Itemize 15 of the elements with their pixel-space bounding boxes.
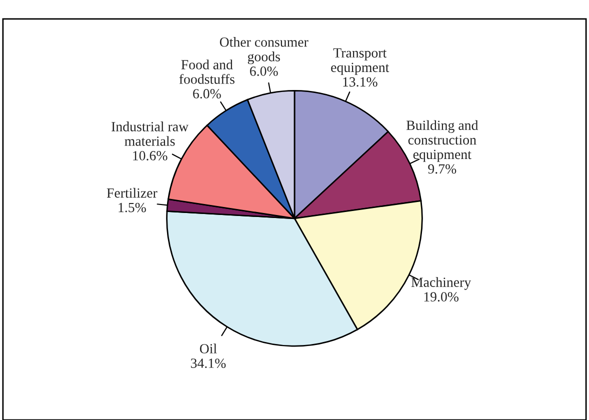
slice-label: Industrial raw materials bbox=[112, 122, 189, 146]
data-label: 34.1% bbox=[190, 358, 226, 368]
data-label: 6.0% bbox=[193, 89, 221, 98]
data-label: 6.0% bbox=[250, 66, 278, 76]
slice-label: Fertilizer bbox=[106, 188, 158, 198]
slice-label: Food and foodstuffs bbox=[179, 60, 234, 84]
slice-label: Machinery bbox=[411, 277, 472, 290]
data-label: 19.0% bbox=[424, 292, 459, 302]
data-label: 9.7% bbox=[428, 164, 456, 174]
data-label: 10.6% bbox=[133, 151, 168, 160]
slice-label: Transport equipment bbox=[331, 48, 390, 75]
slice-label: Building and construction equipment bbox=[406, 120, 478, 162]
slice-label: Oil bbox=[200, 344, 217, 354]
data-label: 1.5% bbox=[118, 202, 146, 212]
data-label: 13.1% bbox=[343, 77, 378, 87]
